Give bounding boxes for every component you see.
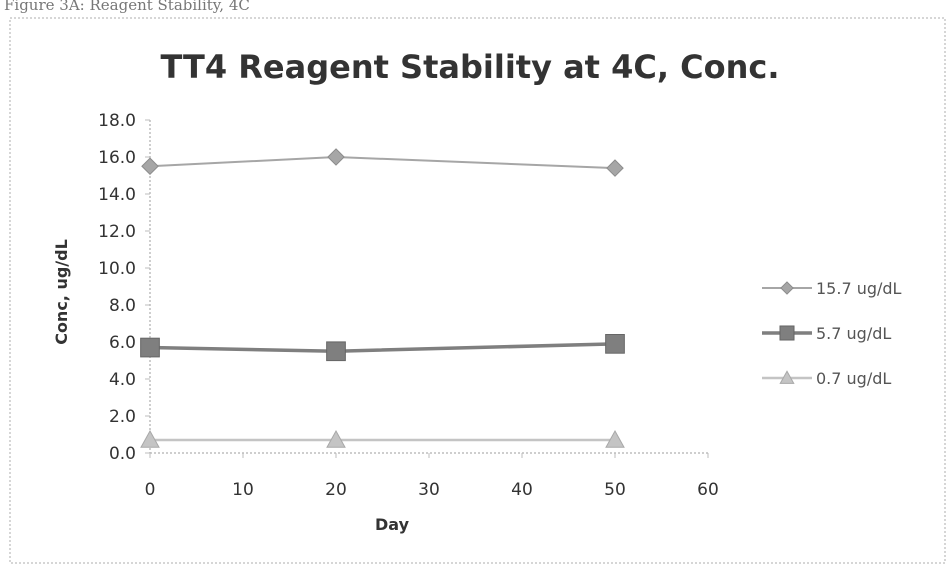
series-1 [141, 148, 624, 177]
data-point [327, 148, 345, 166]
data-point [606, 159, 624, 177]
x-axis-label: Day [375, 515, 410, 534]
y-tick-label: 16.0 [98, 148, 136, 168]
data-point [605, 430, 625, 448]
legend-label: 5.7 ug/dL [816, 324, 891, 343]
data-point [605, 334, 625, 354]
legend-item: 5.7 ug/dL [762, 324, 891, 343]
legend-item: 15.7 ug/dL [762, 279, 902, 298]
data-point [326, 430, 346, 448]
y-tick-label: 14.0 [98, 185, 136, 205]
data-point [141, 157, 159, 176]
data-point [326, 341, 346, 362]
x-tick-label: 60 [697, 480, 719, 500]
y-tick-label: 10.0 [98, 259, 136, 279]
legend: 15.7 ug/dL 5.7 ug/dL 0.7 ug/dL [762, 279, 902, 388]
series-line [149, 155, 616, 170]
figure-caption: Figure 3A: Reagent Stability, 4C [4, 0, 250, 14]
legend-marker [779, 325, 795, 341]
series-line [149, 342, 616, 354]
legend-marker [779, 370, 795, 384]
y-tick-label: 6.0 [109, 333, 136, 353]
x-tick-label: 40 [511, 480, 533, 500]
legend-marker [780, 281, 794, 295]
x-tick-label: 0 [145, 480, 156, 500]
legend-item: 0.7 ug/dL [762, 369, 891, 388]
y-tick-label: 0.0 [109, 444, 136, 464]
x-tick-label: 10 [232, 480, 254, 500]
data-point [140, 430, 160, 448]
data-point [140, 337, 160, 358]
x-tick-label: 50 [604, 480, 626, 500]
y-tick-label: 18.0 [98, 111, 136, 131]
legend-label: 15.7 ug/dL [816, 279, 902, 298]
y-tick-label: 12.0 [98, 222, 136, 242]
y-tick-label: 8.0 [109, 296, 136, 316]
series-3 [140, 430, 625, 448]
x-tick-label: 20 [325, 480, 347, 500]
axes: 0.0 2.0 4.0 6.0 8.0 10.0 12.0 14.0 16.0 18.0 0 10 20… [98, 111, 719, 500]
y-tick-label: 4.0 [109, 370, 136, 390]
y-axis-label: Conc, ug/dL [52, 239, 71, 345]
series-2 [140, 334, 625, 362]
chart-title: TT4 Reagent Stability at 4C, Conc. [160, 48, 779, 86]
legend-label: 0.7 ug/dL [816, 369, 891, 388]
x-tick-label: 30 [418, 480, 440, 500]
y-tick-label: 2.0 [109, 407, 136, 427]
series-group [140, 148, 625, 448]
